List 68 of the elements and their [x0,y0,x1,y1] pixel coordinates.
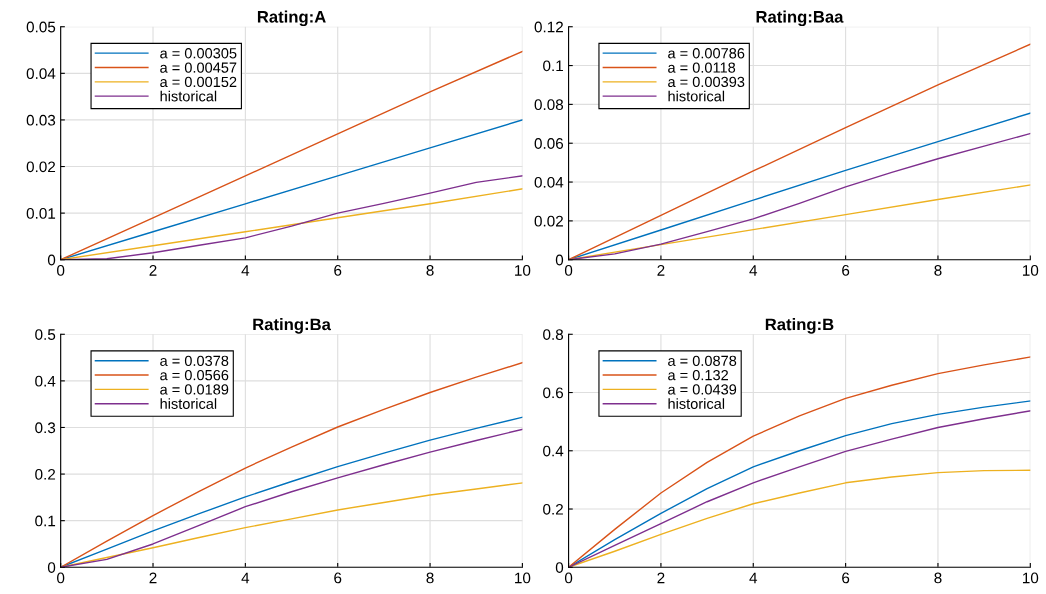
legend-label: historical [160,90,217,102]
x-tick-label: 2 [657,572,665,584]
legend-label: a = 0.0189 [160,384,229,395]
y-tick-label: 0.6 [543,387,564,399]
y-tick-label: 0 [47,254,56,266]
y-tick-label: 0.12 [534,21,563,33]
x-tick-label: 2 [149,264,157,276]
y-tick-label: 0 [555,562,564,573]
legend-label: a = 0.132 [668,369,728,381]
x-tick-label: 4 [749,572,758,584]
x-tick-label: 10 [1022,572,1039,584]
y-tick-label: 0.4 [35,375,56,387]
y-tick-label: 0.03 [26,114,56,126]
y-tick-label: 0.02 [26,161,56,173]
y-tick-label: 0.2 [35,468,56,480]
y-tick-label: 0.5 [35,329,56,340]
x-tick-label: 10 [515,264,531,276]
x-tick-label: 10 [1022,264,1039,276]
legend-label: a = 0.0118 [668,62,736,73]
chart-title: Rating:B [765,318,834,334]
y-tick-label: 0.4 [543,445,564,457]
x-tick-label: 6 [842,264,850,276]
x-tick-label: 8 [426,572,434,584]
chart-title: Rating:Ba [253,318,331,334]
x-tick-label: 4 [241,265,250,276]
x-tick-label: 8 [426,264,434,276]
chart-title: Rating:A [257,10,326,27]
legend-label: a = 0.0378 [160,355,229,366]
y-tick-label: 0.02 [534,215,563,227]
y-tick-label: 0.1 [543,60,563,72]
legend-label: historical [668,398,725,409]
x-tick-label: 8 [934,264,942,276]
x-tick-label: 8 [934,572,942,584]
x-tick-label: 10 [515,572,531,584]
y-tick-label: 0.2 [543,503,563,515]
x-tick-label: 2 [149,572,157,584]
y-tick-label: 0.8 [543,329,564,340]
chart-title: Rating:Baa [756,10,844,27]
legend-label: a = 0.00393 [668,76,745,88]
y-tick-label: 0.04 [534,176,564,188]
y-tick-label: 0.08 [534,99,564,111]
x-tick-label: 4 [749,265,758,276]
x-tick-label: 0 [564,572,573,584]
legend-label: a = 0.0439 [668,384,737,395]
y-tick-label: 0.3 [35,422,56,434]
x-tick-label: 0 [564,264,573,276]
legend-label: a = 0.00457 [160,62,237,73]
legend-label: a = 0.0878 [668,355,737,366]
y-tick-label: 0.01 [26,207,56,219]
x-tick-label: 6 [334,264,342,276]
legend-label: a = 0.0566 [160,369,229,381]
legend-label: a = 0.00152 [160,76,237,88]
legend-label: a = 0.00786 [668,48,745,59]
y-tick-label: 0.04 [26,68,56,80]
y-tick-label: 0 [555,254,564,266]
x-tick-label: 2 [657,264,665,276]
y-tick-label: 0.06 [534,138,564,149]
y-tick-label: 0.05 [26,21,56,33]
x-tick-label: 4 [241,572,250,584]
x-tick-label: 0 [57,572,65,584]
legend-label: a = 0.00305 [160,48,237,59]
y-tick-label: 0 [47,562,56,573]
x-tick-label: 0 [57,264,65,276]
legend-label: historical [668,90,725,102]
legend-label: historical [160,398,217,409]
y-tick-label: 0.1 [35,515,56,527]
x-tick-label: 6 [842,572,850,584]
x-tick-label: 6 [334,572,342,584]
